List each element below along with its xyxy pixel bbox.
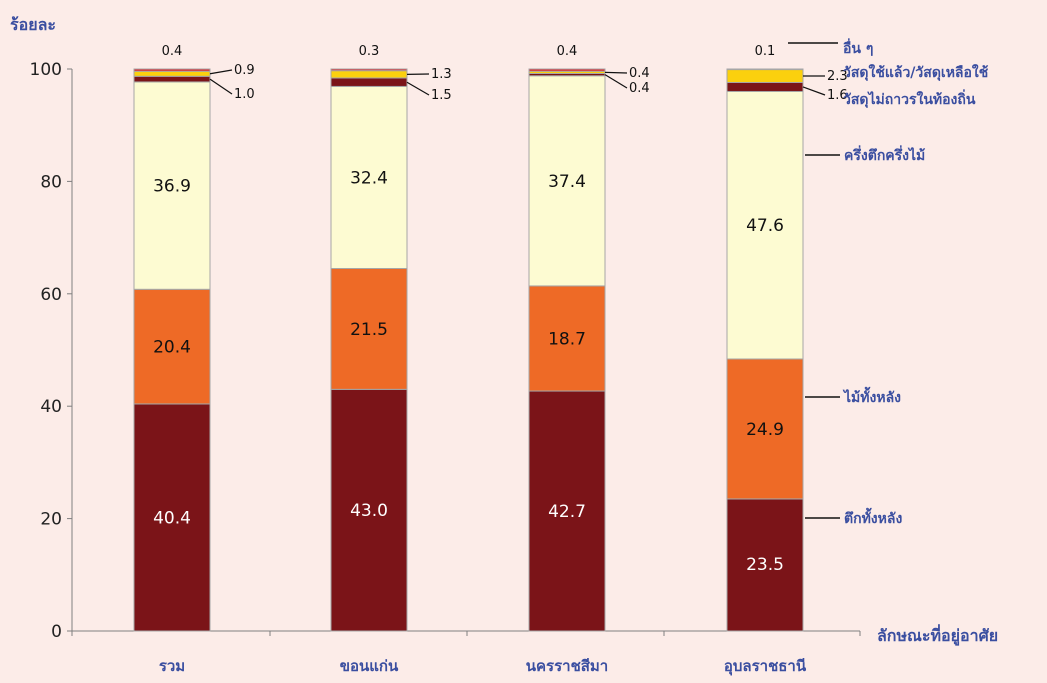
- bar-segment: [134, 76, 210, 82]
- bar-segment: [727, 82, 803, 91]
- x-category-label: รวม: [159, 657, 185, 675]
- y-axis-title: ร้อยละ: [10, 15, 56, 34]
- data-label: 0.4: [162, 44, 183, 59]
- data-label: 37.4: [548, 172, 586, 192]
- x-category-label: นครราชสีมา: [526, 657, 608, 675]
- data-label: 1.5: [431, 88, 452, 103]
- y-tick-label: 80: [40, 172, 62, 192]
- data-label: 43.0: [350, 501, 388, 521]
- y-tick-label: 20: [40, 510, 62, 530]
- legend-entry: วัสดุไม่ถาวรในท้องถิ่น: [843, 89, 976, 108]
- data-label: 1.0: [234, 87, 255, 102]
- legend-entry: ตึกทั้งหลัง: [844, 507, 902, 527]
- leader-line: [803, 87, 825, 95]
- bar-segment: [331, 71, 407, 78]
- data-label: 21.5: [350, 320, 388, 340]
- data-label: 1.3: [431, 67, 452, 82]
- data-label: 0.3: [359, 44, 380, 59]
- leader-line: [605, 75, 627, 88]
- bar-segment: [331, 69, 407, 71]
- y-tick-label: 0: [51, 622, 62, 642]
- data-label: 0.4: [629, 81, 650, 96]
- bar-segment: [134, 69, 210, 71]
- legend-entry: ไม้ทั้งหลัง: [842, 386, 901, 406]
- data-label: 42.7: [548, 502, 586, 522]
- x-category-label: อุบลราชธานี: [724, 657, 807, 676]
- legend-entry: อื่น ๆ: [843, 38, 873, 57]
- bar-segment: [134, 71, 210, 76]
- data-label: 32.4: [350, 168, 388, 188]
- leader-line: [210, 79, 232, 94]
- data-label: 0.1: [755, 44, 776, 59]
- data-label: 0.9: [234, 63, 255, 78]
- y-tick-label: 100: [30, 60, 62, 80]
- legend-entry: ครึ่งตึกครึ่งไม้: [844, 145, 925, 164]
- data-label: 23.5: [746, 555, 784, 575]
- data-label: 24.9: [746, 420, 784, 440]
- data-label: 20.4: [153, 338, 191, 358]
- bar-segment: [529, 69, 605, 71]
- data-label: 0.4: [629, 66, 650, 81]
- data-label: 0.4: [557, 44, 578, 59]
- x-axis-title: ลักษณะที่อยู่อาศัย: [877, 624, 998, 647]
- bar-segment: [727, 70, 803, 83]
- data-label: 36.9: [153, 177, 191, 197]
- y-tick-label: 40: [40, 397, 62, 417]
- leader-line: [210, 70, 232, 74]
- data-label: 40.4: [153, 508, 191, 528]
- legend-entry: วัสดุใช้แล้ว/วัสดุเหลือใช้: [843, 63, 989, 81]
- y-tick-label: 60: [40, 285, 62, 305]
- bar-segment: [331, 78, 407, 86]
- leader-line: [605, 72, 627, 73]
- x-category-label: ขอนแก่น: [340, 657, 399, 675]
- bar-segment: [727, 69, 803, 70]
- leader-line: [407, 82, 429, 95]
- data-label: 47.6: [746, 216, 784, 236]
- data-label: 18.7: [548, 329, 586, 349]
